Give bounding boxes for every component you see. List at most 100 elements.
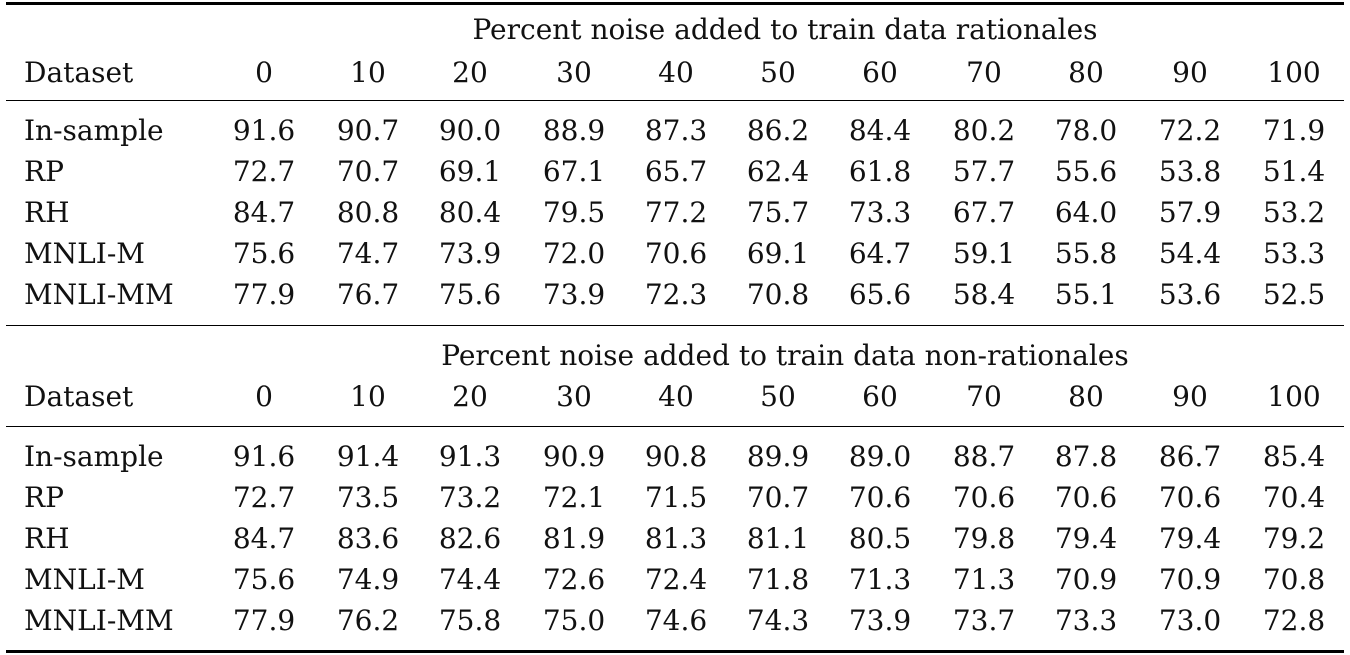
dataset-name: MNLI-M (24, 563, 145, 596)
table-cell: 72.2 (1158, 114, 1222, 147)
table-row: RP 72.7 73.5 73.2 72.1 71.5 70.7 70.6 70.6 70.6 70… (0, 477, 1350, 519)
top-rule (6, 2, 1344, 5)
bottom-rule (6, 650, 1344, 653)
table-cell: 86.7 (1158, 440, 1222, 473)
table-cell: 90.0 (438, 114, 502, 147)
table-cell: 70.9 (1054, 563, 1118, 596)
table-cell: 74.4 (438, 563, 502, 596)
column-header: 0 (255, 56, 273, 89)
table-row: MNLI-M 75.6 74.7 73.9 72.0 70.6 69.1 64.7 59.1 55… (0, 233, 1350, 275)
table-cell: 65.7 (644, 155, 708, 188)
table-cell: 72.3 (644, 278, 708, 311)
table-cell: 87.8 (1054, 440, 1118, 473)
table-cell: 79.4 (1158, 522, 1222, 555)
table-cell: 69.1 (438, 155, 502, 188)
dataset-header: Dataset (24, 56, 134, 89)
dataset-name: MNLI-M (24, 237, 145, 270)
table-cell: 71.3 (848, 563, 912, 596)
table-cell: 55.6 (1054, 155, 1118, 188)
table-cell: 70.6 (1158, 481, 1222, 514)
column-header: 80 (1068, 380, 1104, 413)
table-cell: 55.1 (1054, 278, 1118, 311)
dataset-name: MNLI-MM (24, 278, 174, 311)
table-row: MNLI-MM 77.9 76.2 75.8 75.0 74.6 74.3 73.9 73.7 7… (0, 600, 1350, 642)
column-header: 100 (1267, 380, 1321, 413)
table-cell: 54.4 (1158, 237, 1222, 270)
table-cell: 69.1 (746, 237, 810, 270)
table-cell: 53.6 (1158, 278, 1222, 311)
table-cell: 91.6 (232, 440, 296, 473)
table-cell: 84.7 (232, 196, 296, 229)
table-cell: 70.9 (1158, 563, 1222, 596)
table-cell: 80.5 (848, 522, 912, 555)
table-cell: 65.6 (848, 278, 912, 311)
table-cell: 79.5 (542, 196, 606, 229)
table-cell: 82.6 (438, 522, 502, 555)
table-cell: 55.8 (1054, 237, 1118, 270)
column-header: 90 (1172, 380, 1208, 413)
dataset-name: RH (24, 196, 70, 229)
table-cell: 90.8 (644, 440, 708, 473)
table-cell: 81.3 (644, 522, 708, 555)
table-cell: 70.6 (952, 481, 1016, 514)
table-cell: 81.1 (746, 522, 810, 555)
dataset-name: In-sample (24, 440, 164, 473)
table-cell: 72.0 (542, 237, 606, 270)
table-cell: 72.8 (1262, 604, 1326, 637)
table-cell: 51.4 (1262, 155, 1326, 188)
table-row: RP 72.7 70.7 69.1 67.1 65.7 62.4 61.8 57.7 55.6 53… (0, 151, 1350, 193)
table-cell: 84.4 (848, 114, 912, 147)
dataset-name: RP (24, 155, 64, 188)
table-cell: 88.7 (952, 440, 1016, 473)
table-cell: 91.4 (336, 440, 400, 473)
table-cell: 80.8 (336, 196, 400, 229)
table-cell: 73.3 (848, 196, 912, 229)
table-cell: 88.9 (542, 114, 606, 147)
column-header: 30 (556, 56, 592, 89)
column-header: 50 (760, 56, 796, 89)
column-header: 60 (862, 380, 898, 413)
table-cell: 71.5 (644, 481, 708, 514)
section-caption: Percent noise added to train data non-ra… (441, 339, 1129, 372)
table-cell: 53.2 (1262, 196, 1326, 229)
table-cell: 75.0 (542, 604, 606, 637)
column-header: 20 (452, 56, 488, 89)
header-rule (6, 426, 1344, 428)
table-cell: 70.8 (746, 278, 810, 311)
section-divider-rule (6, 325, 1344, 327)
table-cell: 86.2 (746, 114, 810, 147)
column-header: 100 (1267, 56, 1321, 89)
table-cell: 76.7 (336, 278, 400, 311)
table-cell: 70.7 (746, 481, 810, 514)
column-header: 80 (1068, 56, 1104, 89)
column-header: 90 (1172, 56, 1208, 89)
table-row: RH 84.7 83.6 82.6 81.9 81.3 81.1 80.5 79.8 79.4 79… (0, 518, 1350, 560)
table-cell: 73.2 (438, 481, 502, 514)
table-cell: 70.4 (1262, 481, 1326, 514)
dataset-name: RP (24, 481, 64, 514)
table-cell: 79.4 (1054, 522, 1118, 555)
table-row: In-sample 91.6 91.4 91.3 90.9 90.8 89.9 89.0 88.… (0, 436, 1350, 478)
table-cell: 73.7 (952, 604, 1016, 637)
column-header: 60 (862, 56, 898, 89)
column-header: 70 (966, 56, 1002, 89)
dataset-header: Dataset (24, 380, 134, 413)
column-header: 70 (966, 380, 1002, 413)
table-cell: 58.4 (952, 278, 1016, 311)
column-header: 50 (760, 380, 796, 413)
table-cell: 64.0 (1054, 196, 1118, 229)
column-header: 40 (658, 56, 694, 89)
table-cell: 84.7 (232, 522, 296, 555)
table-cell: 52.5 (1262, 278, 1326, 311)
table-cell: 62.4 (746, 155, 810, 188)
table-cell: 89.9 (746, 440, 810, 473)
table-cell: 75.6 (438, 278, 502, 311)
table-row: RH 84.7 80.8 80.4 79.5 77.2 75.7 73.3 67.7 64.0 57… (0, 192, 1350, 234)
table-cell: 83.6 (336, 522, 400, 555)
table-cell: 61.8 (848, 155, 912, 188)
table-cell: 77.9 (232, 604, 296, 637)
table-cell: 70.6 (644, 237, 708, 270)
table-cell: 73.0 (1158, 604, 1222, 637)
table-cell: 74.9 (336, 563, 400, 596)
table-cell: 79.8 (952, 522, 1016, 555)
